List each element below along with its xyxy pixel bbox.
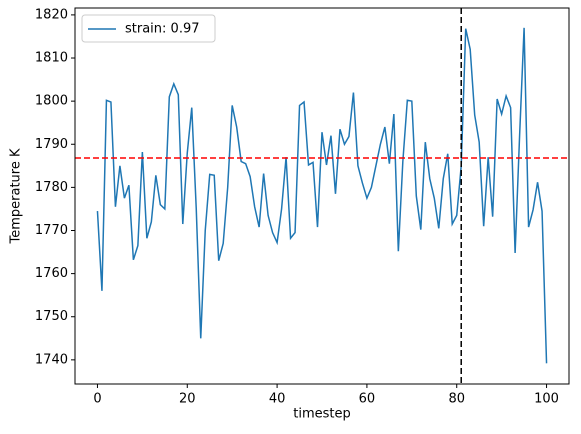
y-tick-label: 1770 <box>35 223 68 238</box>
plot-frame <box>74 7 570 385</box>
data-line <box>96 27 548 364</box>
legend-box <box>81 14 216 43</box>
y-tick-label: 1820 <box>35 7 68 22</box>
x-tick-label: 60 <box>359 392 376 407</box>
y-tick-label: 1800 <box>35 94 68 109</box>
y-axis-label: Temperature K <box>9 148 24 244</box>
y-tick-label: 1760 <box>35 266 68 281</box>
x-tick-label: 0 <box>93 392 101 407</box>
y-tick-label: 1740 <box>35 352 68 367</box>
y-tick-label: 1810 <box>35 51 68 66</box>
y-tick-label: 1780 <box>35 180 68 195</box>
x-axis-label: timestep <box>293 407 351 422</box>
x-tick-label: 40 <box>269 392 286 407</box>
legend-label: strain: 0.97 <box>125 22 200 37</box>
y-tick-label: 1790 <box>35 137 68 152</box>
x-tick-label: 20 <box>179 392 196 407</box>
y-tick-label: 1750 <box>35 309 68 324</box>
x-tick-label: 80 <box>448 392 465 407</box>
x-tick-label: 100 <box>534 392 559 407</box>
